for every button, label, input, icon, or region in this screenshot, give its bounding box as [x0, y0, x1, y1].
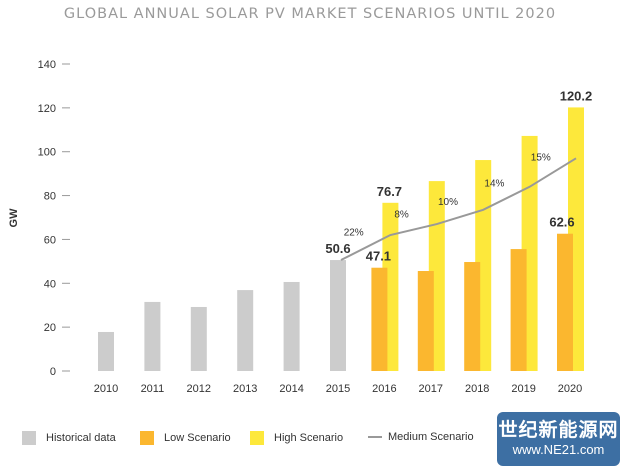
x-tick-label: 2020: [558, 383, 582, 395]
x-tick-label: 2010: [94, 383, 118, 395]
growth-label: 10%: [438, 197, 458, 208]
x-tick-label: 2019: [511, 383, 535, 395]
legend-low: Low Scenario: [140, 431, 231, 445]
y-tick-label: 120: [38, 103, 56, 115]
x-tick-label: 2016: [372, 383, 396, 395]
x-tick-label: 2011: [141, 383, 165, 395]
legend-label: High Scenario: [274, 432, 344, 444]
y-tick-label: 80: [44, 191, 56, 203]
legend-swatch: [140, 431, 154, 445]
y-tick-label: 40: [44, 278, 56, 290]
bar-low: [371, 267, 388, 371]
bar-low: [464, 262, 481, 371]
line-medium: [340, 157, 577, 261]
bar-historical: [283, 281, 300, 371]
y-tick-label: 140: [38, 59, 56, 71]
y-tick-label: 100: [38, 147, 56, 159]
growth-label: 22%: [344, 228, 364, 239]
y-tick-label: 0: [50, 366, 56, 378]
x-tick-label: 2018: [465, 383, 489, 395]
data-label: 50.6: [325, 241, 350, 256]
data-label: 76.7: [377, 184, 402, 199]
data-label: 47.1: [366, 249, 391, 264]
watermark-logo: 世纪新能源网 www.NE21.com: [497, 412, 620, 466]
legend-line: [368, 436, 382, 438]
growth-label: 8%: [394, 210, 409, 221]
bar-historical: [190, 306, 207, 371]
legend-label: Low Scenario: [164, 432, 231, 444]
bar-historical: [98, 331, 114, 371]
growth-label: 14%: [484, 178, 504, 189]
legend-label: Medium Scenario: [388, 431, 474, 443]
legend-swatch: [250, 431, 264, 445]
x-tick-label: 2013: [233, 383, 257, 395]
legend-label: Historical data: [46, 432, 116, 444]
legend-high: High Scenario: [250, 431, 343, 445]
legend-swatch: [22, 431, 36, 445]
bar-historical: [144, 301, 161, 371]
y-tick-label: 20: [44, 322, 56, 334]
x-tick-label: 2017: [419, 383, 443, 395]
watermark-line1: 世纪新能源网: [498, 420, 619, 441]
bar-historical: [330, 260, 346, 371]
data-label: 62.6: [549, 215, 574, 230]
x-tick-label: 2014: [279, 383, 303, 395]
bar-historical: [237, 290, 254, 371]
chart-title: GLOBAL ANNUAL SOLAR PV MARKET SCENARIOS …: [63, 6, 557, 22]
bar-low: [510, 249, 527, 371]
x-tick-label: 2015: [326, 383, 350, 395]
growth-label: 15%: [531, 153, 551, 164]
y-axis-label: GW: [8, 208, 20, 228]
y-tick-label: 60: [44, 234, 56, 246]
legend-medium: Medium Scenario: [368, 431, 474, 443]
data-label: 120.2: [560, 88, 593, 103]
legend-historical: Historical data: [22, 431, 116, 445]
bar-low: [417, 271, 434, 371]
x-tick-label: 2012: [187, 383, 211, 395]
watermark-line2: www.NE21.com: [512, 442, 605, 457]
bar-low: [557, 233, 573, 371]
